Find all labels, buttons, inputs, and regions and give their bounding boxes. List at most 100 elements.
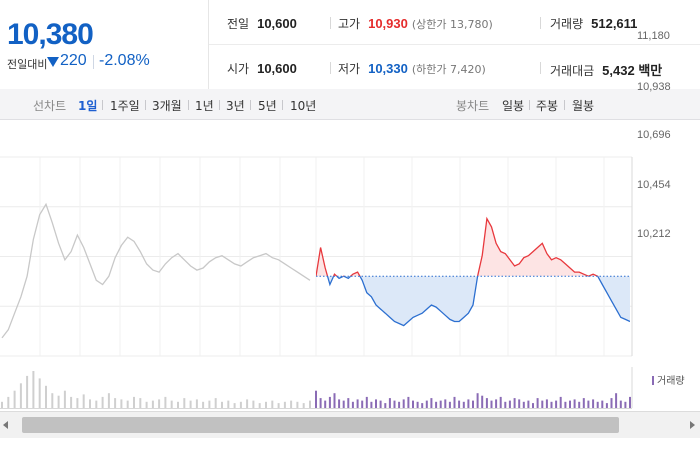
stat-sub: (하한가 7,420)	[411, 63, 486, 76]
y-tick-label: 10,212	[637, 228, 671, 240]
volume-bar	[384, 403, 387, 408]
volume-bar	[351, 401, 354, 408]
volume-bar	[290, 400, 293, 408]
divider	[529, 100, 530, 110]
volume-bar	[624, 401, 627, 408]
stat-value: 10,600	[257, 16, 297, 31]
period-10y[interactable]: 10년	[290, 99, 317, 113]
volume-bar	[271, 400, 274, 408]
volume-bar	[233, 403, 236, 408]
volume-bar	[407, 396, 410, 408]
stat-value: 10,330	[368, 61, 408, 76]
volume-bar	[592, 399, 595, 408]
volume-bar	[513, 398, 516, 408]
volume-bar	[164, 396, 167, 408]
divider	[540, 62, 541, 74]
period-5y[interactable]: 5년	[258, 99, 277, 113]
previous-session-line	[1, 202, 311, 339]
period-1y[interactable]: 1년	[195, 99, 214, 113]
volume-bar	[605, 403, 608, 408]
stat-value: 512,611	[591, 16, 638, 31]
volume-bar	[569, 400, 571, 408]
volume-bar	[151, 400, 154, 408]
area-above-reference	[316, 218, 630, 277]
price-chart[interactable]	[0, 120, 700, 368]
volume-bar	[388, 398, 391, 408]
chart-scrollbar[interactable]	[0, 411, 700, 438]
legend-swatch	[652, 376, 654, 385]
volume-bar	[472, 400, 474, 408]
area-below-reference	[327, 276, 630, 326]
scroll-thumb[interactable]	[22, 417, 619, 433]
period-3y[interactable]: 3년	[226, 99, 245, 113]
volume-bar	[375, 399, 377, 408]
volume-bar	[619, 400, 622, 408]
volume-bar	[114, 398, 117, 408]
volume-bar	[252, 400, 255, 408]
volume-bar	[76, 398, 79, 408]
volume-bar	[356, 399, 359, 408]
volume-bar	[246, 399, 249, 408]
candle-chart-label[interactable]: 봉차트	[456, 99, 490, 113]
volume-bar	[365, 396, 368, 408]
stat-sub: (상한가 13,780)	[411, 18, 493, 31]
divider	[188, 100, 189, 110]
volume-bar	[425, 400, 428, 408]
volume-bar	[485, 398, 488, 408]
volume-bar	[7, 396, 10, 408]
candle-daily[interactable]: 일봉	[502, 99, 525, 113]
volume-bar	[302, 403, 305, 408]
volume-bar	[328, 396, 331, 408]
volume-bar	[195, 399, 198, 408]
divider	[219, 100, 220, 110]
volume-bar	[518, 399, 521, 408]
scroll-right-arrow-icon[interactable]	[690, 421, 695, 429]
y-tick-label: 10,696	[637, 129, 671, 141]
volume-bar	[1, 401, 3, 408]
volume-bar	[439, 400, 442, 408]
volume-bar	[601, 400, 604, 408]
period-3m[interactable]: 3개월	[152, 99, 182, 113]
volume-bar	[126, 400, 129, 408]
volume-bar	[309, 400, 311, 408]
stat-volume: 거래량 512,611	[550, 15, 637, 32]
volume-bar	[57, 395, 60, 408]
volume-bar	[550, 401, 553, 408]
stat-value: 5,432 백만	[602, 63, 663, 78]
divider	[540, 17, 541, 29]
divider	[330, 17, 331, 29]
volume-bar	[208, 400, 211, 408]
volume-bar	[70, 396, 73, 408]
scroll-left-arrow-icon[interactable]	[3, 421, 8, 429]
stat-label: 시가	[227, 62, 250, 76]
period-1w[interactable]: 1주일	[110, 99, 140, 113]
volume-bar	[522, 401, 525, 408]
volume-bar	[158, 399, 161, 408]
line-chart-label[interactable]: 선차트	[33, 99, 67, 113]
volume-bar	[467, 399, 470, 408]
volume-bar	[578, 401, 581, 408]
stat-label: 거래대금	[550, 64, 595, 78]
stat-amount: 거래대금 5,432 백만	[550, 60, 662, 79]
volume-bar	[361, 400, 364, 408]
volume-bar	[319, 398, 322, 408]
volume-bar	[315, 390, 317, 408]
candle-monthly[interactable]: 월봉	[572, 99, 595, 113]
volume-bar	[283, 401, 286, 408]
stat-label: 고가	[338, 17, 361, 31]
divider	[282, 100, 283, 110]
volume-bar	[435, 401, 438, 408]
current-price: 10,380	[7, 18, 94, 51]
stat-value: 10,600	[257, 61, 297, 76]
volume-bar	[45, 385, 47, 408]
volume-bar	[398, 401, 401, 408]
volume-bar	[499, 396, 502, 408]
volume-bar	[347, 398, 350, 408]
period-1d[interactable]: 1일	[78, 99, 98, 113]
volume-bar	[296, 401, 299, 408]
volume-bar	[258, 403, 261, 408]
volume-bar	[504, 401, 507, 408]
change-label: 전일대비	[7, 58, 48, 71]
volume-bar	[183, 398, 186, 408]
candle-weekly[interactable]: 주봉	[536, 99, 559, 113]
